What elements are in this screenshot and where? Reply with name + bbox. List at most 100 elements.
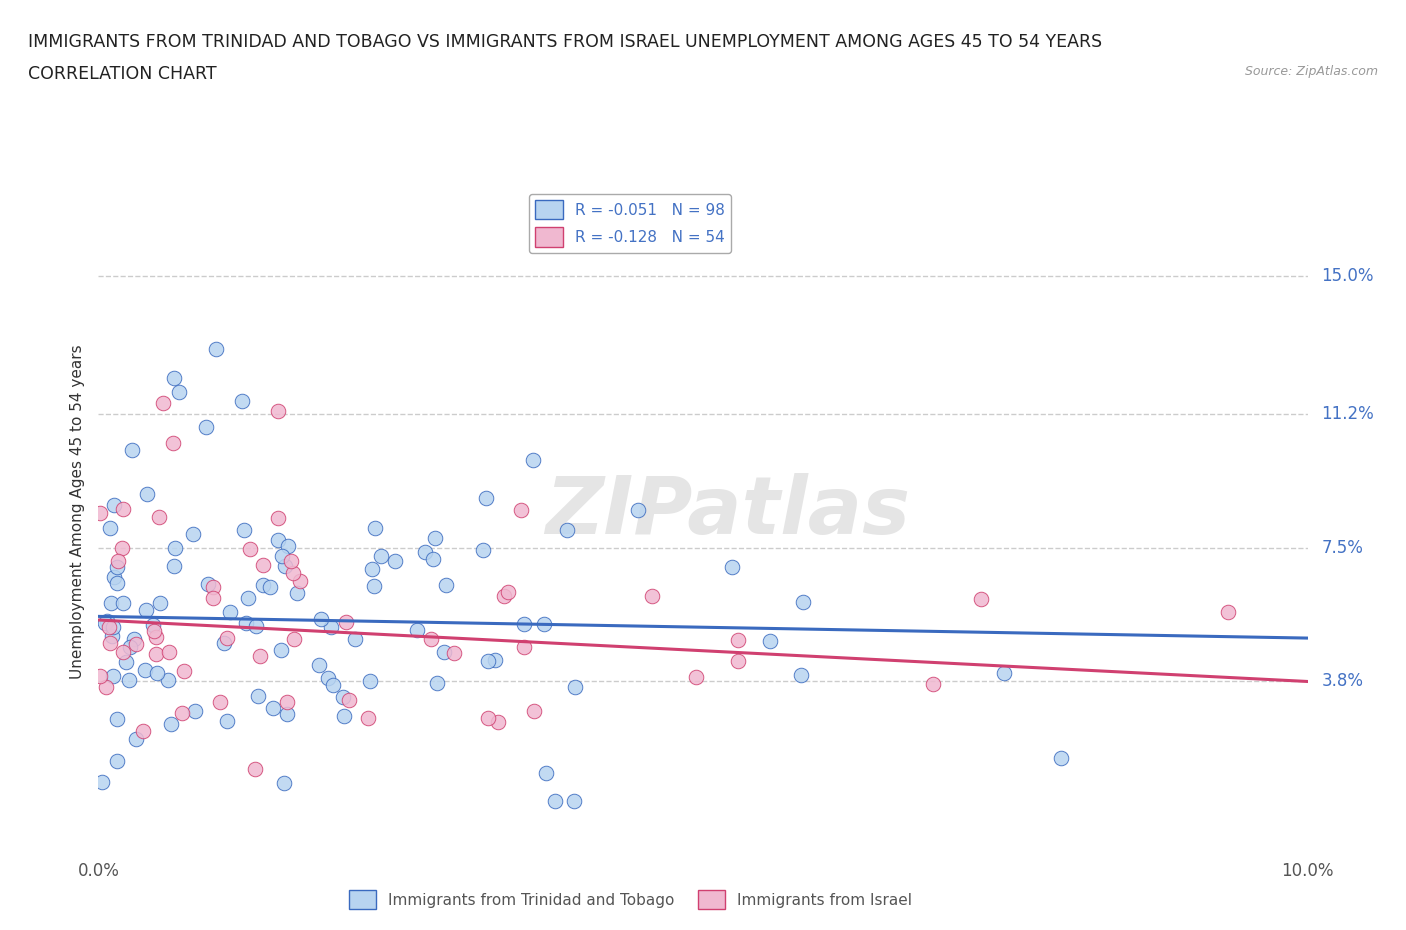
- Point: [245, 619, 267, 634]
- Text: IMMIGRANTS FROM TRINIDAD AND TOBAGO VS IMMIGRANTS FROM ISRAEL UNEMPLOYMENT AMONG: IMMIGRANTS FROM TRINIDAD AND TOBAGO VS I…: [28, 33, 1102, 50]
- Point: [792, 595, 814, 610]
- Point: [509, 502, 531, 517]
- Text: 10.0%: 10.0%: [1281, 862, 1334, 880]
- Point: [101, 619, 124, 634]
- Point: [513, 617, 536, 631]
- Point: [1050, 751, 1073, 765]
- Point: [195, 419, 218, 434]
- Point: [162, 435, 184, 450]
- Point: [281, 565, 304, 580]
- Point: [363, 578, 385, 593]
- Point: [319, 619, 342, 634]
- Point: [422, 551, 444, 566]
- Point: [280, 554, 302, 569]
- Point: [433, 644, 456, 659]
- Point: [252, 558, 274, 573]
- Point: [215, 631, 238, 645]
- Point: [337, 692, 360, 707]
- Point: [477, 654, 499, 669]
- Point: [472, 542, 495, 557]
- Point: [103, 498, 125, 512]
- Point: [89, 669, 111, 684]
- Point: [434, 578, 457, 593]
- Point: [322, 678, 344, 693]
- Point: [111, 540, 134, 555]
- Point: [361, 561, 384, 576]
- Point: [125, 636, 148, 651]
- Point: [112, 644, 135, 659]
- Point: [627, 503, 650, 518]
- Point: [173, 664, 195, 679]
- Point: [169, 385, 191, 400]
- Point: [276, 707, 298, 722]
- Point: [359, 673, 381, 688]
- Point: [790, 668, 813, 683]
- Point: [288, 574, 311, 589]
- Point: [267, 533, 290, 548]
- Point: [111, 501, 134, 516]
- Point: [105, 711, 128, 726]
- Point: [285, 586, 308, 601]
- Point: [922, 677, 945, 692]
- Point: [969, 591, 991, 606]
- Point: [132, 723, 155, 737]
- Point: [97, 619, 120, 634]
- Point: [477, 711, 499, 725]
- Point: [105, 753, 128, 768]
- Point: [121, 443, 143, 458]
- Point: [555, 522, 578, 537]
- Point: [332, 690, 354, 705]
- Point: [165, 540, 187, 555]
- Point: [118, 640, 141, 655]
- Point: [274, 558, 297, 573]
- Point: [209, 694, 232, 709]
- Point: [205, 341, 228, 356]
- Point: [157, 672, 180, 687]
- Point: [105, 576, 128, 591]
- Point: [231, 393, 253, 408]
- Point: [344, 631, 367, 646]
- Point: [384, 553, 406, 568]
- Point: [405, 622, 427, 637]
- Point: [271, 549, 294, 564]
- Point: [152, 395, 174, 410]
- Point: [727, 654, 749, 669]
- Point: [118, 672, 141, 687]
- Point: [262, 700, 284, 715]
- Point: [243, 761, 266, 776]
- Point: [239, 542, 262, 557]
- Point: [212, 635, 235, 650]
- Point: [163, 370, 186, 385]
- Point: [443, 645, 465, 660]
- Point: [267, 404, 290, 418]
- Point: [544, 793, 567, 808]
- Point: [496, 584, 519, 599]
- Point: [135, 486, 157, 501]
- Point: [533, 616, 555, 631]
- Point: [145, 630, 167, 644]
- Point: [125, 731, 148, 746]
- Point: [564, 679, 586, 694]
- Point: [259, 579, 281, 594]
- Point: [333, 709, 356, 724]
- Point: [252, 578, 274, 592]
- Point: [134, 662, 156, 677]
- Point: [135, 603, 157, 618]
- Point: [94, 616, 117, 631]
- Point: [685, 670, 707, 684]
- Point: [370, 549, 392, 564]
- Point: [318, 671, 340, 685]
- Point: [522, 453, 544, 468]
- Point: [122, 631, 145, 646]
- Point: [233, 523, 256, 538]
- Y-axis label: Unemployment Among Ages 45 to 54 years: Unemployment Among Ages 45 to 54 years: [69, 344, 84, 679]
- Point: [475, 491, 498, 506]
- Point: [486, 714, 509, 729]
- Point: [100, 595, 122, 610]
- Point: [103, 669, 125, 684]
- Point: [98, 521, 121, 536]
- Point: [270, 643, 292, 658]
- Point: [163, 558, 186, 573]
- Point: [993, 665, 1015, 680]
- Point: [142, 624, 165, 639]
